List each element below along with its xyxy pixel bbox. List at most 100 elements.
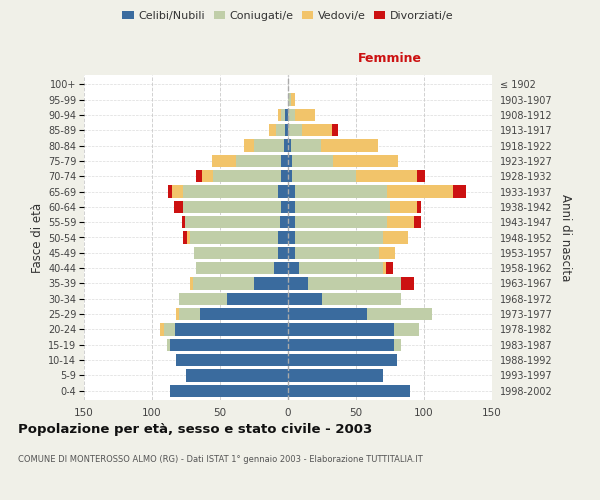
Bar [194,246,278,259]
Bar [295,185,387,198]
Bar [417,170,425,182]
Bar [160,323,164,336]
Bar [196,262,274,274]
Bar [187,231,190,244]
Text: Femmine: Femmine [358,52,422,65]
Bar [288,93,291,106]
Bar [292,154,333,167]
Bar [288,292,322,305]
Bar [244,139,254,152]
Bar [383,231,407,244]
Bar [278,246,288,259]
Bar [394,323,419,336]
Bar [281,108,285,121]
Bar [288,384,410,397]
Bar [288,108,295,121]
Bar [281,200,288,213]
Bar [288,338,394,351]
Bar [333,154,398,167]
Y-axis label: Anni di nascita: Anni di nascita [559,194,572,281]
Bar [200,308,288,320]
Bar [280,216,288,228]
Bar [288,154,292,167]
Bar [332,124,338,136]
Bar [379,246,395,259]
Bar [169,185,172,198]
Bar [295,246,379,259]
Bar [176,354,288,366]
Bar [288,262,299,274]
Bar [196,170,202,182]
Legend: Celibi/Nubili, Coniugati/e, Vedovi/e, Divorziati/e: Celibi/Nubili, Coniugati/e, Vedovi/e, Di… [122,10,454,20]
Bar [281,170,288,182]
Bar [285,124,288,136]
Bar [254,277,288,290]
Bar [175,323,288,336]
Bar [288,323,394,336]
Bar [356,170,417,182]
Bar [292,170,356,182]
Bar [179,292,227,305]
Bar [254,139,284,152]
Bar [202,170,213,182]
Bar [212,154,236,167]
Bar [276,124,285,136]
Bar [452,185,466,198]
Bar [322,292,401,305]
Bar [288,369,383,382]
Bar [193,277,254,290]
Bar [308,277,401,290]
Bar [387,216,415,228]
Bar [278,108,281,121]
Bar [295,216,387,228]
Bar [182,216,185,228]
Bar [295,108,315,121]
Bar [288,200,295,213]
Bar [288,308,367,320]
Bar [274,262,288,274]
Bar [291,93,295,106]
Bar [167,338,170,351]
Bar [302,124,332,136]
Bar [278,185,288,198]
Bar [183,200,281,213]
Y-axis label: Fasce di età: Fasce di età [31,202,44,272]
Bar [190,231,278,244]
Bar [367,308,432,320]
Bar [186,369,288,382]
Bar [179,308,200,320]
Bar [386,262,393,274]
Bar [288,354,397,366]
Text: Popolazione per età, sesso e stato civile - 2003: Popolazione per età, sesso e stato civil… [18,422,372,436]
Bar [288,185,295,198]
Bar [278,231,288,244]
Bar [281,154,288,167]
Bar [288,124,302,136]
Bar [227,292,288,305]
Text: COMUNE DI MONTEROSSO ALMO (RG) - Dati ISTAT 1° gennaio 2003 - Elaborazione TUTTI: COMUNE DI MONTEROSSO ALMO (RG) - Dati IS… [18,455,423,464]
Bar [401,277,415,290]
Bar [174,200,183,213]
Bar [394,338,401,351]
Bar [415,216,421,228]
Bar [299,262,383,274]
Bar [285,108,288,121]
Bar [288,216,295,228]
Bar [288,170,292,182]
Bar [320,139,378,152]
Bar [213,170,281,182]
Bar [288,277,308,290]
Bar [172,185,183,198]
Bar [383,262,386,274]
Bar [288,139,291,152]
Bar [269,124,276,136]
Bar [170,338,288,351]
Bar [164,323,175,336]
Bar [183,231,187,244]
Bar [236,154,281,167]
Bar [288,246,295,259]
Bar [417,200,421,213]
Bar [170,384,288,397]
Bar [390,200,417,213]
Bar [387,185,452,198]
